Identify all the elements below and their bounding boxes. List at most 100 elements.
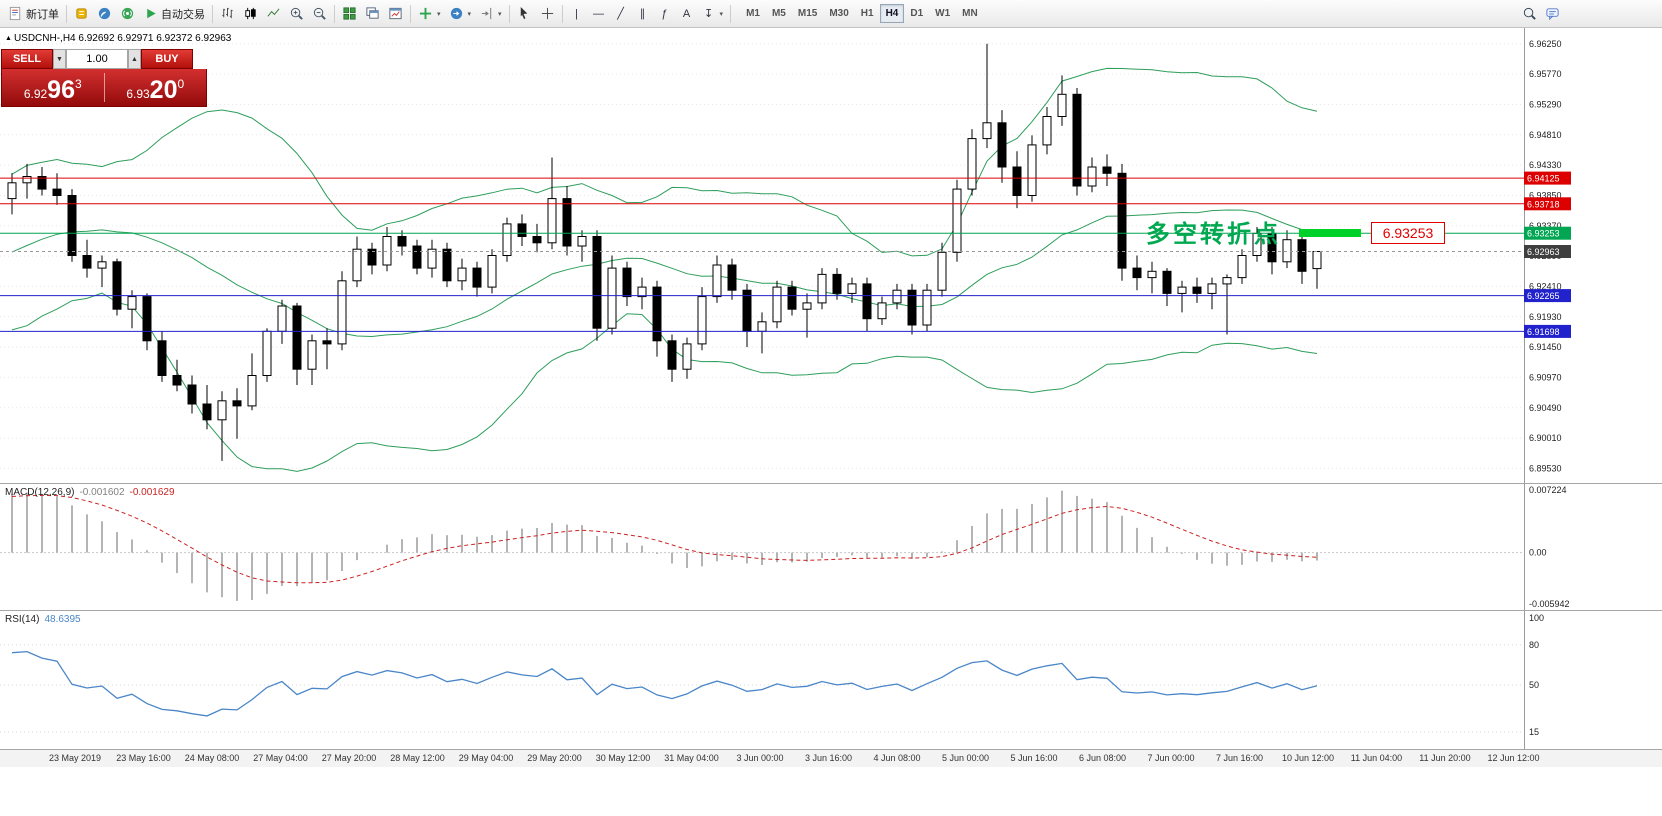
main-chart-canvas[interactable]: 6.96250 6.95770 6.95290 6.94810 6.94330 6.938… — [0, 28, 1662, 483]
sell-button[interactable]: SELL — [1, 49, 53, 69]
timeframe-M15[interactable]: M15 — [792, 4, 823, 23]
candlestick-chart-button[interactable] — [239, 3, 262, 25]
toolbar-right-group — [1518, 2, 1564, 24]
chart-annotation-text[interactable]: 多空转折点 — [1146, 221, 1281, 248]
buy-price-big: 20 — [149, 76, 178, 104]
time-label: 23 May 2019 — [48, 753, 102, 763]
svg-text:6.92410: 6.92410 — [1529, 281, 1562, 291]
timeframe-D1[interactable]: D1 — [904, 4, 929, 23]
toolbar-separator — [212, 4, 213, 23]
vertical-line-tool-button[interactable]: | — [566, 3, 588, 25]
zoom-in-icon — [290, 7, 303, 20]
market-icon — [76, 8, 87, 19]
price-callout-box[interactable]: 6.93253 — [1371, 222, 1445, 244]
chart-window-button[interactable] — [384, 3, 407, 25]
fibonacci-icon: ƒ — [661, 7, 668, 20]
timeframe-M1[interactable]: M1 — [740, 4, 766, 23]
rsi-panel[interactable]: 100 80 50 15 RSI(14) 48.6395 — [0, 610, 1662, 749]
macd-label: MACD(12,26,9) -0.001602 -0.001629 — [5, 487, 180, 498]
autotrading-button[interactable]: 自动交易 — [139, 3, 209, 25]
svg-text:6.93253: 6.93253 — [1527, 229, 1560, 239]
alerts-button[interactable] — [116, 3, 139, 25]
macd-panel[interactable]: 0.007224 0.00 -0.005942 MACD(12,26,9) -0.00… — [0, 483, 1662, 610]
toolbar-separator — [508, 4, 510, 23]
alerts-icon — [121, 7, 134, 20]
sell-price-sup: 3 — [74, 77, 82, 91]
zoom-out-button[interactable] — [308, 3, 331, 25]
timeframe-H1[interactable]: H1 — [855, 4, 880, 23]
chart-ohlc-header: ▲ USDCNH-,H4 6.92692 6.92971 6.92372 6.92… — [5, 33, 231, 44]
tile-windows-button[interactable] — [338, 3, 361, 25]
chart-window-icon — [389, 7, 402, 20]
chevron-down-icon: ▾ — [467, 10, 472, 18]
signals-button[interactable] — [93, 3, 116, 25]
timeframe-W1[interactable]: W1 — [929, 4, 956, 23]
toolbar-separator — [334, 4, 335, 23]
main-chart-panel[interactable]: 6.96250 6.95770 6.95290 6.94810 6.94330 6.938… — [0, 28, 1662, 483]
svg-text:6.89530: 6.89530 — [1529, 463, 1562, 473]
chevron-down-icon: ▾ — [437, 10, 441, 18]
trade-panel-top-row: SELL ▼ ▲ BUY — [1, 49, 207, 69]
search-button[interactable] — [1518, 2, 1541, 24]
chat-button[interactable] — [1541, 2, 1564, 24]
trendline-tool-button[interactable]: ╱ — [610, 3, 632, 25]
time-label: 12 Jun 12:00 — [1487, 753, 1540, 763]
bar-chart-button[interactable] — [216, 3, 239, 25]
svg-text:6.90490: 6.90490 — [1529, 403, 1562, 413]
new-order-button[interactable]: 新订单 — [4, 3, 63, 25]
cursor-tool-button[interactable] — [513, 3, 536, 25]
buy-price-prefix: 6.93 — [126, 87, 150, 101]
line-chart-icon — [267, 8, 280, 17]
volume-increase-button[interactable]: ▲ — [128, 49, 141, 69]
volume-input[interactable] — [66, 49, 128, 69]
text-tool-button[interactable]: A — [676, 3, 698, 25]
sell-price-prefix: 6.92 — [23, 87, 48, 101]
timeframe-H4[interactable]: H4 — [879, 4, 905, 23]
time-label: 27 May 20:00 — [321, 753, 377, 763]
buy-price[interactable]: 6.93200 — [105, 77, 207, 106]
timeframe-M30[interactable]: M30 — [823, 4, 854, 23]
time-label: 3 Jun 16:00 — [804, 753, 853, 763]
chart-shift-button[interactable]: ▾ — [475, 3, 506, 25]
svg-text:6.94810: 6.94810 — [1529, 130, 1562, 140]
zoom-in-button[interactable] — [285, 3, 308, 25]
fibonacci-tool-button[interactable]: ƒ — [654, 3, 676, 25]
rsi-canvas[interactable]: 100 80 50 15 — [0, 611, 1662, 749]
sell-price[interactable]: 6.92963 — [2, 77, 104, 106]
svg-text:6.95770: 6.95770 — [1529, 69, 1562, 79]
svg-text:6.90970: 6.90970 — [1529, 372, 1562, 382]
svg-text:80: 80 — [1529, 640, 1539, 650]
time-label: 29 May 04:00 — [458, 753, 514, 763]
timeframe-M5[interactable]: M5 — [766, 4, 792, 23]
autoscroll-button[interactable]: ▾ — [445, 3, 476, 25]
cascade-windows-button[interactable] — [361, 3, 384, 25]
time-label: 23 May 16:00 — [116, 753, 171, 763]
macd-canvas[interactable]: 0.007224 0.00 -0.005942 — [0, 484, 1662, 610]
timeframe-MN[interactable]: MN — [956, 4, 984, 23]
horizontal-line-tool-button[interactable]: — — [588, 3, 610, 25]
macd-name: MACD(12,26,9) — [5, 487, 75, 498]
buy-button[interactable]: BUY — [141, 49, 193, 69]
svg-text:6.94125: 6.94125 — [1527, 174, 1560, 184]
tile-windows-icon — [343, 7, 356, 20]
time-axis[interactable]: 23 May 2019 23 May 16:00 24 May 08:00 27 Ma… — [0, 749, 1662, 767]
time-label: 3 Jun 00:00 — [736, 753, 784, 763]
crosshair-tool-button[interactable] — [536, 3, 559, 25]
line-chart-button[interactable] — [262, 3, 285, 25]
volume-decrease-button[interactable]: ▼ — [53, 49, 66, 69]
annotation-highlight-bar[interactable] — [1299, 229, 1361, 237]
svg-text:15: 15 — [1529, 727, 1539, 737]
toolbar-separator — [66, 4, 67, 23]
sell-price-big: 96 — [47, 76, 75, 104]
channel-tool-button[interactable]: ∥ — [632, 3, 654, 25]
arrows-tool-button[interactable]: ↧ ▾ — [698, 3, 728, 25]
add-indicator-button[interactable]: ▾ — [414, 3, 445, 25]
chart-shift-icon — [481, 7, 492, 20]
time-label: 31 May 04:00 — [664, 753, 719, 763]
svg-text:6.96250: 6.96250 — [1529, 39, 1562, 49]
rsi-value: 48.6395 — [44, 614, 81, 625]
time-label: 10 Jun 12:00 — [1281, 753, 1335, 763]
svg-text:0.007224: 0.007224 — [1529, 485, 1567, 495]
candlestick-chart-icon — [245, 7, 256, 20]
market-button[interactable] — [70, 3, 93, 25]
